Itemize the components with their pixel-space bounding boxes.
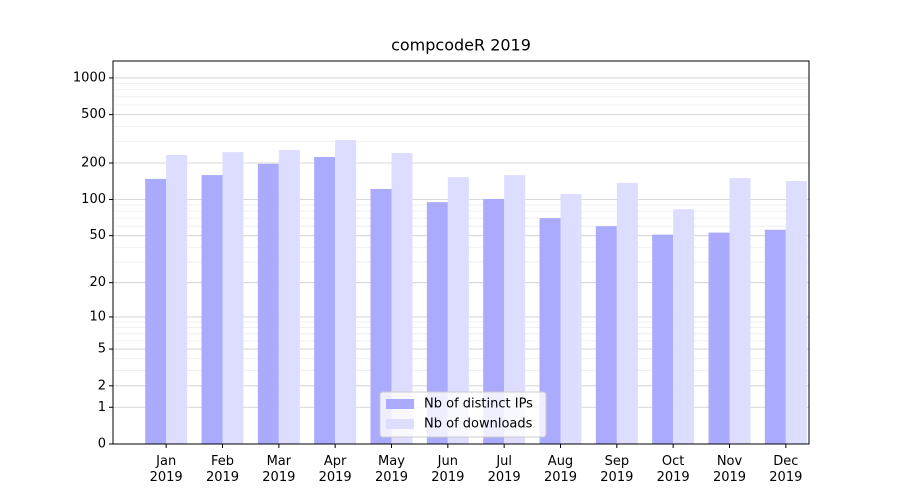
- x-tick-label: Sep 2019: [600, 454, 633, 485]
- y-tick-label: 10: [89, 309, 106, 324]
- bar: [616, 182, 638, 444]
- x-tick-label: Jun 2019: [431, 454, 464, 485]
- legend-label: Nb of downloads: [424, 417, 533, 432]
- bar: [539, 218, 561, 444]
- bar: [673, 209, 695, 444]
- x-tick-label: Oct 2019: [657, 454, 690, 485]
- y-tick-label: 200: [81, 156, 106, 171]
- bar: [708, 232, 730, 444]
- bar: [729, 178, 751, 444]
- x-tick-label: Nov 2019: [713, 454, 746, 485]
- x-tick-label: May 2019: [375, 454, 408, 485]
- bar: [483, 198, 505, 444]
- y-tick-label: 1000: [73, 70, 106, 85]
- x-tick-label: Jul 2019: [488, 454, 521, 485]
- y-tick-label: 2: [98, 378, 106, 393]
- y-tick-label: 100: [81, 192, 106, 207]
- bar: [314, 157, 336, 445]
- bar: [166, 154, 188, 445]
- bar: [145, 178, 167, 444]
- x-tick-label: Aug 2019: [544, 454, 577, 485]
- plot-frame: [112, 60, 810, 445]
- x-tick-label: Apr 2019: [319, 454, 352, 485]
- bar: [764, 229, 786, 444]
- bar: [391, 152, 413, 445]
- legend-swatch: [386, 419, 414, 429]
- bar: [426, 202, 448, 444]
- y-tick-label: 5: [98, 342, 106, 357]
- bar: [560, 193, 582, 444]
- bar: [278, 149, 300, 445]
- bar: [447, 177, 469, 445]
- y-tick-label: 0: [98, 437, 106, 452]
- bar: [652, 234, 674, 444]
- bar: [370, 189, 392, 444]
- bar: [257, 163, 279, 444]
- x-tick-label: Mar 2019: [262, 454, 295, 485]
- bar: [785, 181, 807, 444]
- legend: Nb of distinct IPs Nb of downloads: [379, 391, 547, 438]
- chart-title: compcodeR 2019: [391, 36, 531, 55]
- legend-box: [379, 391, 547, 438]
- y-tick-label: 20: [89, 275, 106, 290]
- y-tick-label: 1: [98, 400, 106, 415]
- y-tick-label: 50: [89, 228, 106, 243]
- y-tick-label: 500: [81, 107, 106, 122]
- x-tick-label: Feb 2019: [206, 454, 239, 485]
- bar: [335, 140, 357, 444]
- bar: [201, 175, 223, 444]
- x-tick-label: Jan 2019: [150, 454, 183, 485]
- x-tick-label: Dec 2019: [769, 454, 802, 485]
- bar: [595, 226, 617, 444]
- bar: [504, 175, 526, 444]
- legend-label: Nb of distinct IPs: [424, 397, 533, 412]
- legend-swatch: [386, 399, 414, 409]
- bar: [222, 152, 244, 444]
